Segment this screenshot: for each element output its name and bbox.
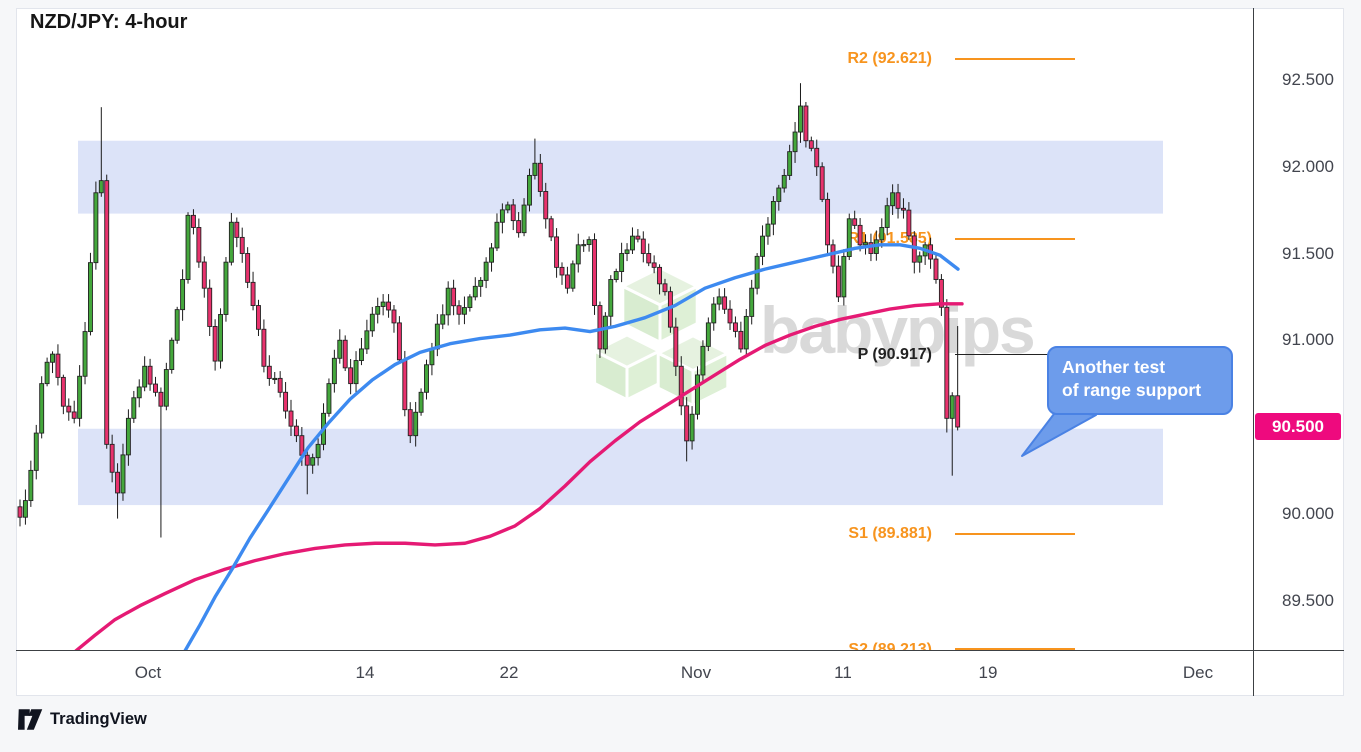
- chart-title: NZD/JPY: 4-hour: [30, 11, 188, 33]
- callout-text-line2: of range support: [1062, 380, 1202, 401]
- time-tick-19: 19: [978, 663, 998, 682]
- tradingview-logo-icon: [18, 709, 43, 730]
- price-axis-separator: [1253, 8, 1254, 696]
- price-tick-89.500: 89.500: [1282, 590, 1334, 610]
- price-tick-91.500: 91.500: [1282, 243, 1334, 263]
- time-tick-Oct: Oct: [134, 663, 162, 682]
- price-tick-92.000: 92.000: [1282, 156, 1334, 176]
- price-tick-92.500: 92.500: [1282, 70, 1334, 89]
- callout-text-line1: Another test: [1062, 357, 1166, 377]
- time-tick-14: 14: [355, 663, 375, 682]
- price-tick-90.000: 90.000: [1282, 503, 1334, 523]
- time-axis-separator: [16, 650, 1344, 651]
- time-tick-Nov: Nov: [680, 663, 712, 682]
- tradingview-attribution[interactable]: TradingView: [18, 708, 147, 731]
- time-tick-11: 11: [834, 663, 852, 682]
- price-tick-91.000: 91.000: [1282, 330, 1334, 350]
- tradingview-brand-text: TradingView: [50, 710, 147, 728]
- time-tick-22: 22: [499, 663, 519, 682]
- time-tick-Dec: Dec: [1182, 663, 1214, 682]
- annotation-callout: Another test of range support: [1047, 346, 1233, 415]
- last-price-tag: 90.500: [1255, 413, 1341, 440]
